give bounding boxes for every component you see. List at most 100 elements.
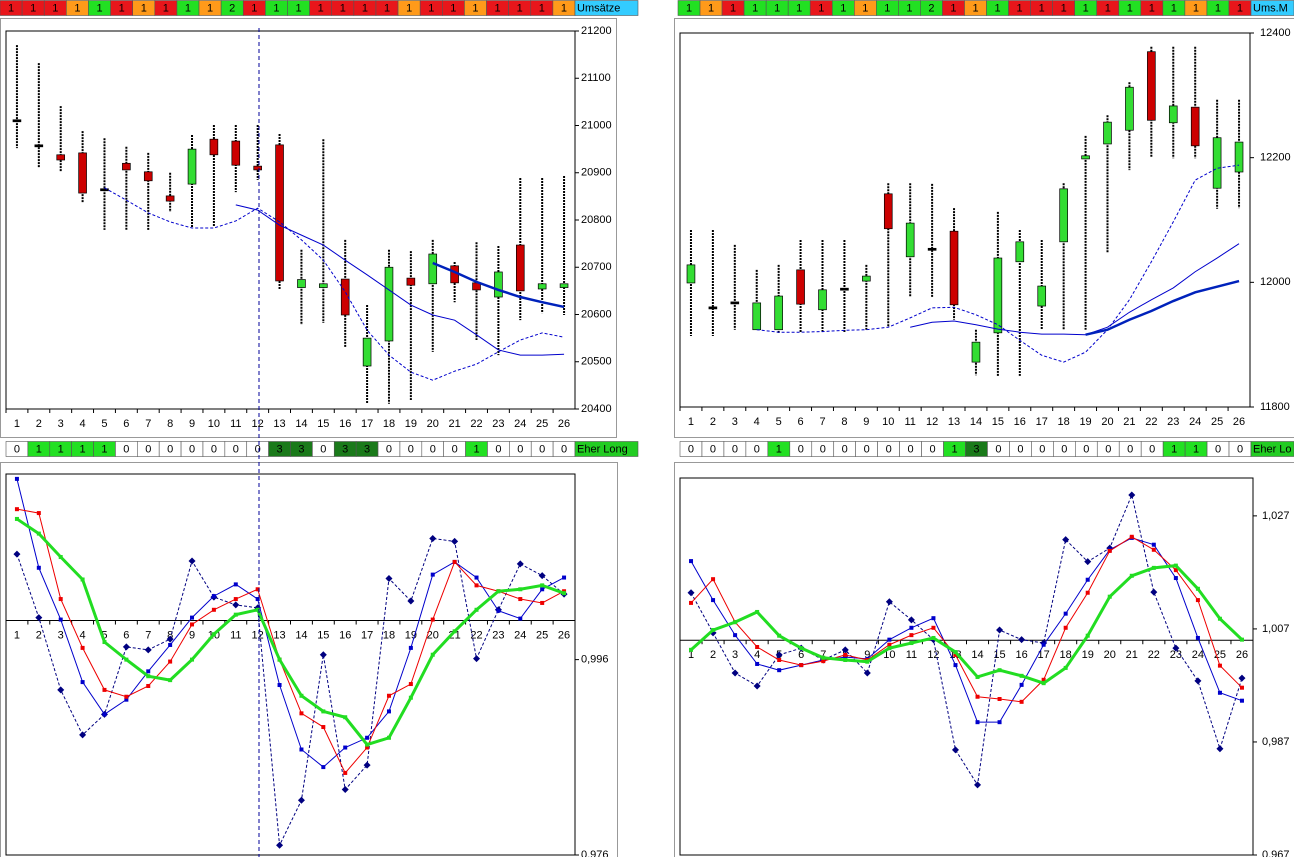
x-tick-label: 18 bbox=[1060, 649, 1072, 661]
marker bbox=[255, 597, 260, 602]
marker bbox=[297, 796, 305, 804]
marker bbox=[58, 597, 63, 602]
marker bbox=[843, 658, 848, 662]
marker bbox=[997, 668, 1002, 673]
x-tick-label: 15 bbox=[992, 416, 1004, 428]
x-tick-label: 24 bbox=[514, 629, 526, 641]
indicator-label: Umsätze bbox=[577, 2, 620, 14]
marker bbox=[146, 669, 151, 674]
x-tick-label: 24 bbox=[514, 418, 526, 430]
marker bbox=[102, 640, 107, 645]
marker bbox=[518, 616, 523, 621]
indicator-value: 1 bbox=[776, 443, 782, 455]
x-tick-label: 17 bbox=[361, 418, 373, 430]
candle-body bbox=[1147, 51, 1156, 121]
candle-body bbox=[165, 195, 175, 202]
indicator-value: 0 bbox=[1061, 443, 1067, 455]
x-tick-label: 3 bbox=[58, 629, 64, 641]
marker bbox=[190, 657, 195, 662]
indicator-value: 3 bbox=[276, 443, 282, 455]
x-tick-label: 1 bbox=[14, 418, 20, 430]
marker bbox=[386, 693, 391, 698]
marker bbox=[1173, 576, 1178, 581]
marker bbox=[36, 531, 41, 536]
candle-body bbox=[905, 222, 915, 258]
marker bbox=[755, 609, 760, 614]
indicator-value: 1 bbox=[362, 2, 368, 14]
marker bbox=[429, 534, 437, 542]
marker bbox=[997, 697, 1002, 701]
line bbox=[910, 243, 1240, 336]
marker bbox=[1041, 681, 1046, 686]
x-tick-label: 20 bbox=[1104, 649, 1116, 661]
x-tick-label: 9 bbox=[189, 418, 195, 430]
indicator-value: 1 bbox=[686, 2, 692, 14]
marker bbox=[80, 680, 85, 685]
x-tick-label: 10 bbox=[883, 649, 895, 661]
plot-area bbox=[679, 32, 1251, 408]
marker bbox=[1063, 625, 1068, 630]
indicator-value: 0 bbox=[561, 443, 567, 455]
marker bbox=[1151, 547, 1156, 552]
marker bbox=[36, 511, 41, 516]
y-tick-label: 1,007 bbox=[1262, 623, 1290, 635]
marker bbox=[452, 629, 457, 634]
marker bbox=[689, 559, 694, 564]
x-tick-label: 11 bbox=[904, 416, 915, 428]
x-tick-label: 25 bbox=[536, 418, 548, 430]
x-tick-label: 20 bbox=[1101, 416, 1113, 428]
marker bbox=[233, 597, 238, 602]
indicator-value: 0 bbox=[320, 443, 326, 455]
indicator-value: 1 bbox=[80, 443, 86, 455]
marker bbox=[124, 697, 129, 702]
x-tick-label: 1 bbox=[14, 629, 20, 641]
indicator-value: 1 bbox=[1171, 443, 1177, 455]
marker bbox=[538, 572, 546, 580]
x-tick-label: 17 bbox=[1036, 416, 1048, 428]
marker bbox=[190, 622, 195, 627]
indicator-value: 0 bbox=[539, 443, 545, 455]
candle-body bbox=[686, 264, 696, 284]
marker bbox=[799, 663, 804, 668]
candle-body bbox=[1234, 141, 1244, 173]
indicator-label: Ums.M bbox=[1253, 2, 1288, 14]
x-tick-label: 26 bbox=[1233, 416, 1245, 428]
x-tick-label: 9 bbox=[864, 649, 870, 661]
indicator-value: 0 bbox=[233, 443, 239, 455]
marker bbox=[1172, 644, 1180, 652]
candle-body bbox=[406, 277, 416, 286]
marker bbox=[953, 650, 958, 655]
x-tick-label: 23 bbox=[1170, 649, 1182, 661]
marker bbox=[1150, 588, 1158, 596]
marker bbox=[843, 655, 848, 660]
line bbox=[1085, 279, 1240, 336]
indicator-value: 1 bbox=[752, 2, 758, 14]
x-tick-label: 26 bbox=[558, 418, 570, 430]
candle-body bbox=[1212, 137, 1222, 189]
indicator-value: 1 bbox=[818, 2, 824, 14]
line bbox=[16, 537, 565, 848]
marker bbox=[146, 674, 151, 679]
x-tick-label: 12 bbox=[927, 649, 939, 661]
marker bbox=[146, 683, 151, 688]
marker bbox=[711, 577, 716, 582]
indicator-value: 0 bbox=[710, 443, 716, 455]
indicator-value: 1 bbox=[1127, 2, 1133, 14]
marker bbox=[1217, 690, 1222, 695]
indicator-value: 0 bbox=[167, 443, 173, 455]
indicator-value: 1 bbox=[473, 443, 479, 455]
x-tick-label: 25 bbox=[1211, 416, 1223, 428]
marker bbox=[909, 633, 914, 638]
candle-body bbox=[340, 278, 350, 316]
x-tick-label: 18 bbox=[383, 418, 395, 430]
marker bbox=[407, 597, 415, 605]
marker bbox=[1151, 565, 1156, 570]
marker bbox=[1129, 573, 1134, 578]
candle-body bbox=[1103, 121, 1112, 145]
indicator-value: 1 bbox=[472, 2, 478, 14]
indicator-value: 1 bbox=[8, 2, 14, 14]
marker bbox=[711, 628, 716, 633]
indicator-value: 1 bbox=[1171, 2, 1177, 14]
line bbox=[16, 517, 565, 747]
